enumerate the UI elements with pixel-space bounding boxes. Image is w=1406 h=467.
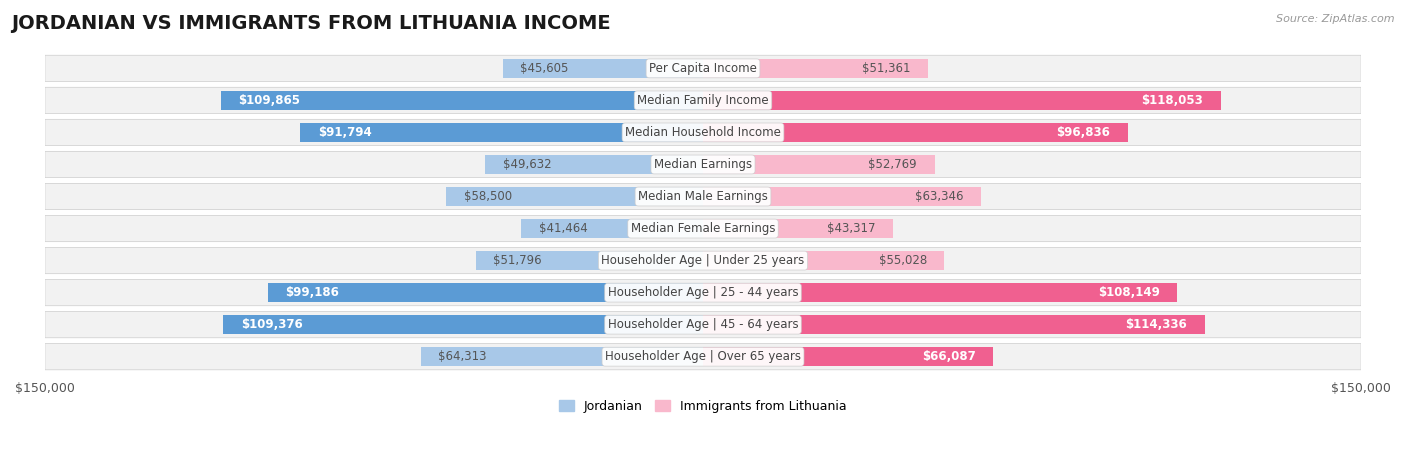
Text: Median Male Earnings: Median Male Earnings bbox=[638, 190, 768, 203]
FancyBboxPatch shape bbox=[45, 119, 1361, 146]
Text: Median Female Earnings: Median Female Earnings bbox=[631, 222, 775, 235]
Bar bbox=[703, 251, 945, 270]
FancyBboxPatch shape bbox=[45, 87, 1361, 113]
FancyBboxPatch shape bbox=[45, 55, 1361, 82]
FancyBboxPatch shape bbox=[45, 248, 1361, 274]
Bar bbox=[703, 59, 928, 78]
Text: $55,028: $55,028 bbox=[879, 254, 927, 267]
Text: $118,053: $118,053 bbox=[1142, 94, 1204, 107]
Text: $109,865: $109,865 bbox=[239, 94, 301, 107]
Text: Householder Age | 25 - 44 years: Householder Age | 25 - 44 years bbox=[607, 286, 799, 299]
Text: Householder Age | Over 65 years: Householder Age | Over 65 years bbox=[605, 350, 801, 363]
FancyBboxPatch shape bbox=[45, 311, 1361, 338]
FancyBboxPatch shape bbox=[45, 279, 1361, 306]
Text: $58,500: $58,500 bbox=[464, 190, 512, 203]
Bar bbox=[703, 91, 1220, 110]
Bar bbox=[703, 155, 935, 174]
Bar bbox=[446, 187, 703, 206]
Text: $108,149: $108,149 bbox=[1098, 286, 1160, 299]
Text: Median Family Income: Median Family Income bbox=[637, 94, 769, 107]
Text: $96,836: $96,836 bbox=[1056, 126, 1111, 139]
Bar bbox=[703, 219, 893, 238]
Text: $66,087: $66,087 bbox=[921, 350, 976, 363]
Text: $51,361: $51,361 bbox=[862, 62, 911, 75]
FancyBboxPatch shape bbox=[45, 344, 1361, 370]
Bar bbox=[703, 283, 1177, 302]
FancyBboxPatch shape bbox=[45, 215, 1361, 242]
Text: Householder Age | 45 - 64 years: Householder Age | 45 - 64 years bbox=[607, 318, 799, 331]
Bar bbox=[703, 347, 993, 366]
Bar bbox=[703, 187, 981, 206]
Bar bbox=[301, 123, 703, 142]
Bar bbox=[475, 251, 703, 270]
Text: Per Capita Income: Per Capita Income bbox=[650, 62, 756, 75]
Bar bbox=[221, 91, 703, 110]
Text: $114,336: $114,336 bbox=[1125, 318, 1187, 331]
Bar bbox=[522, 219, 703, 238]
Bar bbox=[703, 123, 1128, 142]
Bar bbox=[503, 59, 703, 78]
Text: $43,317: $43,317 bbox=[827, 222, 876, 235]
FancyBboxPatch shape bbox=[45, 184, 1361, 210]
Bar bbox=[224, 315, 703, 334]
Text: $45,605: $45,605 bbox=[520, 62, 569, 75]
Bar bbox=[420, 347, 703, 366]
Legend: Jordanian, Immigrants from Lithuania: Jordanian, Immigrants from Lithuania bbox=[554, 395, 852, 417]
Text: Source: ZipAtlas.com: Source: ZipAtlas.com bbox=[1277, 14, 1395, 24]
Text: $52,769: $52,769 bbox=[869, 158, 917, 171]
Text: Householder Age | Under 25 years: Householder Age | Under 25 years bbox=[602, 254, 804, 267]
Bar bbox=[703, 315, 1205, 334]
Bar bbox=[485, 155, 703, 174]
Text: $109,376: $109,376 bbox=[240, 318, 302, 331]
Text: Median Earnings: Median Earnings bbox=[654, 158, 752, 171]
Bar bbox=[269, 283, 703, 302]
Text: $49,632: $49,632 bbox=[503, 158, 551, 171]
Text: Median Household Income: Median Household Income bbox=[626, 126, 780, 139]
Text: $64,313: $64,313 bbox=[439, 350, 486, 363]
Text: $41,464: $41,464 bbox=[538, 222, 588, 235]
Text: $63,346: $63,346 bbox=[915, 190, 963, 203]
Text: $51,796: $51,796 bbox=[494, 254, 541, 267]
FancyBboxPatch shape bbox=[45, 151, 1361, 177]
Text: JORDANIAN VS IMMIGRANTS FROM LITHUANIA INCOME: JORDANIAN VS IMMIGRANTS FROM LITHUANIA I… bbox=[11, 14, 610, 33]
Text: $91,794: $91,794 bbox=[318, 126, 371, 139]
Text: $99,186: $99,186 bbox=[285, 286, 339, 299]
